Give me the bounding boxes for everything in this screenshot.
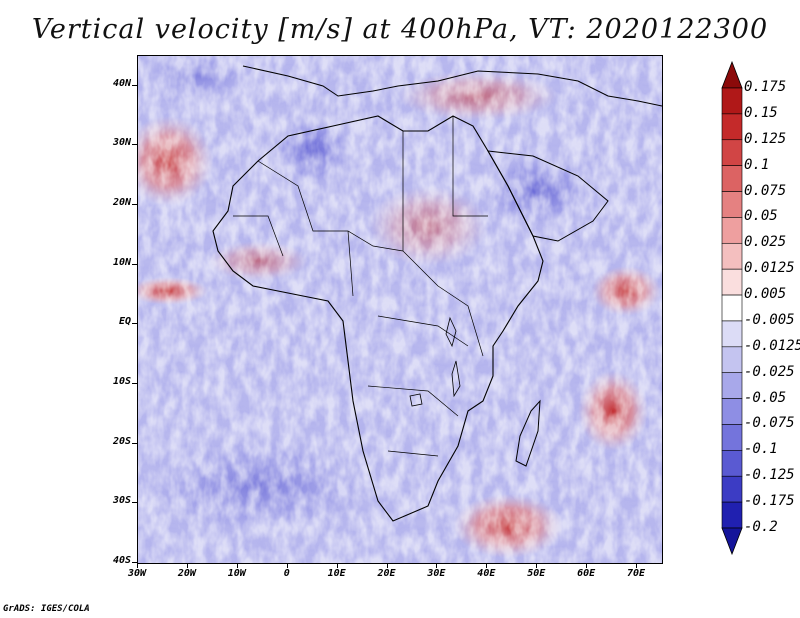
colorbar-segment (721, 320, 743, 348)
colorbar-segment (721, 450, 743, 477)
lon-tick-label: 20W (177, 568, 196, 579)
lake (451, 360, 461, 398)
lon-tick-label: 70E (627, 568, 646, 579)
chart-title: Vertical velocity [m/s] at 400hPa, VT: 2… (31, 14, 769, 45)
lat-tick-mark (132, 383, 137, 385)
lat-tick-mark (132, 204, 137, 206)
colorbar-tick-label: -0.2 (744, 519, 778, 535)
lat-tick-label: 10S (112, 376, 131, 388)
colorbar-segment (721, 372, 743, 399)
lon-tick-mark (436, 563, 438, 568)
velocity-field-map (138, 56, 662, 563)
colorbar-segment (721, 87, 743, 115)
lon-tick-label: 30E (427, 568, 446, 579)
colorbar-tick-label: -0.025 (744, 363, 795, 380)
arabia-coastline (487, 150, 609, 242)
lat-tick-label: 10N (112, 256, 131, 268)
lat-tick-mark (132, 263, 137, 265)
colorbar-segment (721, 398, 743, 425)
lon-tick-mark (536, 563, 538, 568)
colorbar-tick-label: -0.0125 (744, 337, 800, 354)
colorbar-tick-label: -0.125 (744, 467, 795, 484)
lon-tick-label: 10W (227, 568, 246, 579)
africa-coastline (212, 115, 544, 522)
lon-tick-mark (336, 563, 338, 568)
lon-tick-mark (137, 563, 138, 568)
lon-tick-label: 20E (377, 568, 396, 579)
country-borders (233, 116, 488, 457)
colorbar-top-arrow (721, 60, 743, 89)
lat-tick-mark (132, 144, 137, 146)
lat-tick-mark (132, 442, 137, 444)
colorbar-segment (721, 191, 743, 218)
lon-tick-mark (586, 563, 588, 568)
colorbar-tick-label: 0.025 (744, 234, 787, 251)
lat-tick-mark (132, 562, 137, 563)
colorbar-tick-label: -0.1 (744, 441, 778, 458)
lon-tick-label: 40E (477, 568, 496, 579)
colorbar-tick-label: 0.175 (744, 79, 787, 95)
colorbar-segment (721, 113, 743, 141)
lon-tick-mark (486, 563, 488, 568)
colorbar-segment (721, 217, 743, 244)
lat-tick-label: 20N (112, 197, 131, 209)
lat-tick-mark (132, 323, 137, 325)
colorbar (721, 60, 743, 556)
lon-tick-mark (386, 563, 388, 568)
lat-tick-mark (132, 502, 137, 504)
colorbar-tick-label: -0.05 (744, 389, 787, 406)
colorbar-tick-label: 0.0125 (744, 260, 795, 277)
footer-credit: GrADS: IGES/COLA (3, 604, 90, 614)
colorbar-tick-label: 0.005 (744, 286, 787, 303)
lon-tick-mark (636, 563, 638, 568)
lat-tick-mark (132, 84, 137, 86)
colorbar-tick-label: -0.005 (744, 311, 795, 328)
colorbar-segment (721, 268, 743, 296)
colorbar-segment (721, 424, 743, 451)
lat-tick-label: 40S (112, 555, 131, 566)
colorbar-bottom-arrow (721, 527, 743, 556)
europe-coastline (242, 65, 662, 107)
colorbar-tick-label: 0.1 (744, 156, 770, 173)
lon-tick-label: 10E (327, 568, 346, 579)
colorbar-tick-label: 0.05 (744, 208, 778, 225)
colorbar-tick-label: 0.075 (744, 182, 787, 199)
colorbar-tick-label: 0.125 (744, 130, 787, 147)
lake (409, 393, 423, 407)
lon-tick-mark (186, 563, 188, 568)
lat-tick-label: 30N (112, 137, 131, 149)
colorbar-segment (721, 165, 743, 192)
lon-tick-label: 50E (527, 568, 546, 579)
madagascar-coastline (515, 399, 541, 467)
colorbar-segment (721, 294, 743, 322)
colorbar-tick-label: -0.175 (744, 493, 795, 510)
colorbar-segment (721, 346, 743, 374)
colorbar-tick-label: -0.075 (744, 415, 795, 432)
lon-tick-mark (286, 563, 288, 568)
lon-tick-mark (236, 563, 238, 568)
lon-tick-label: 30W (127, 568, 147, 579)
lat-tick-label: 20S (112, 435, 131, 447)
colorbar-segment (721, 501, 743, 529)
colorbar-segment (721, 475, 743, 503)
lat-tick-label: 30S (112, 495, 131, 507)
colorbar-segment (721, 242, 743, 270)
map-plot-area (137, 55, 663, 564)
lon-tick-label: 0 (283, 568, 290, 579)
colorbar-tick-label: 0.15 (744, 104, 778, 121)
colorbar-segment (721, 139, 743, 166)
lat-tick-label: 40N (112, 77, 131, 89)
lake (445, 316, 457, 348)
lon-tick-label: 60E (577, 568, 596, 579)
lat-tick-label: EQ (118, 316, 131, 328)
